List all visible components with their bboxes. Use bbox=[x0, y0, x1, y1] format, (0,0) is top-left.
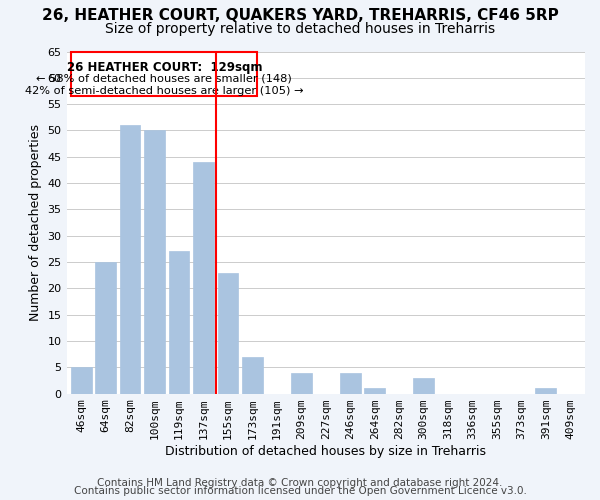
Bar bbox=[291, 372, 311, 394]
Bar bbox=[120, 125, 140, 394]
Bar bbox=[95, 262, 116, 394]
Text: 42% of semi-detached houses are larger (105) →: 42% of semi-detached houses are larger (… bbox=[25, 86, 304, 96]
Bar bbox=[364, 388, 385, 394]
Bar bbox=[242, 356, 263, 394]
Text: Contains public sector information licensed under the Open Government Licence v3: Contains public sector information licen… bbox=[74, 486, 526, 496]
Bar bbox=[413, 378, 434, 394]
Text: Contains HM Land Registry data © Crown copyright and database right 2024.: Contains HM Land Registry data © Crown c… bbox=[97, 478, 503, 488]
Bar bbox=[193, 162, 214, 394]
Bar bbox=[218, 272, 238, 394]
Bar bbox=[535, 388, 556, 394]
Bar bbox=[144, 130, 165, 394]
Bar bbox=[169, 252, 190, 394]
Bar bbox=[340, 372, 361, 394]
Text: ← 58% of detached houses are smaller (148): ← 58% of detached houses are smaller (14… bbox=[37, 74, 292, 84]
Bar bbox=[71, 52, 257, 96]
Text: 26, HEATHER COURT, QUAKERS YARD, TREHARRIS, CF46 5RP: 26, HEATHER COURT, QUAKERS YARD, TREHARR… bbox=[41, 8, 559, 22]
Text: 26 HEATHER COURT:  129sqm: 26 HEATHER COURT: 129sqm bbox=[67, 61, 262, 74]
X-axis label: Distribution of detached houses by size in Treharris: Distribution of detached houses by size … bbox=[165, 444, 486, 458]
Y-axis label: Number of detached properties: Number of detached properties bbox=[29, 124, 42, 321]
Bar bbox=[71, 368, 92, 394]
Text: Size of property relative to detached houses in Treharris: Size of property relative to detached ho… bbox=[105, 22, 495, 36]
